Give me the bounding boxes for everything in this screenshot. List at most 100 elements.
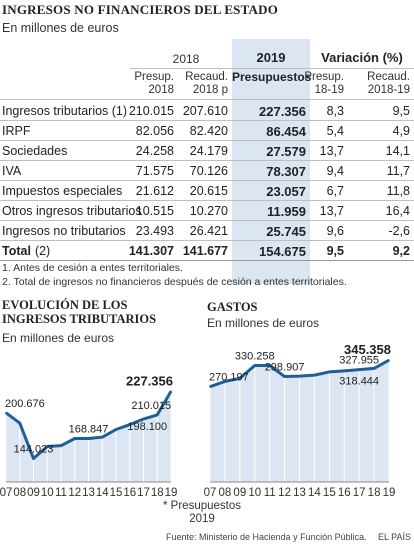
column-header-4: Presup. 18-19 [274, 71, 344, 97]
row-label-text: IRPF [2, 124, 31, 138]
row-value-col3: 78.307 [266, 164, 306, 179]
right-chart-tick-label: 19 [383, 487, 396, 499]
left-chart-data-point [101, 436, 104, 438]
left-chart-data-point [18, 422, 21, 424]
row-value-col3: 227.356 [259, 104, 306, 119]
right-chart-tick-label: 09 [233, 487, 246, 499]
column-header-4-line2: 18-19 [314, 84, 344, 96]
left-chart-tick-label: 10 [41, 487, 54, 499]
column-header-4-line1: Presup. [304, 71, 344, 83]
row-label-text: Total [2, 244, 31, 258]
table-note-1: 1. Antes de cesión a entes territoriales… [2, 262, 183, 274]
gastos-chart: 07 08 09 10 11 12 13 14 15 16 17 18 19 270.197 330.258… [204, 345, 396, 499]
row-value-col2: 70.126 [189, 164, 228, 178]
row-label-text: Impuestos especiales [2, 184, 123, 198]
column-header-3-line1: Presupuestos [232, 70, 312, 84]
left-chart-title-line1: EVOLUCIÓN DE LOS [2, 298, 128, 312]
row-value-col3: 27.579 [266, 144, 306, 159]
group-header-variacion: Variación (%) [321, 50, 403, 65]
column-header-5-line1: Recaud. [367, 71, 410, 83]
row-value-col1: 10.515 [135, 204, 174, 218]
row-value-col5: 9,5 [392, 104, 410, 118]
right-chart-data-label: 330.258 [235, 350, 275, 362]
left-chart-data-point [46, 445, 49, 448]
left-chart-area-mask [6, 376, 171, 459]
left-chart-data-point [73, 437, 76, 440]
right-chart-area-mask [210, 354, 389, 387]
left-chart-tick-label: 17 [137, 487, 150, 499]
x-axis-note-line1: * Presupuestos [163, 500, 241, 512]
total-value-col2: 141.677 [182, 244, 228, 258]
right-chart-data-point [224, 380, 226, 383]
right-chart-data-point [253, 364, 256, 367]
row-value-col1: 24.258 [135, 144, 174, 158]
left-chart-data-label: 210.015 [131, 400, 171, 412]
total-label-note: (2) [34, 244, 51, 258]
row-value-col5: -2,6 [388, 224, 410, 238]
row-divider [0, 200, 414, 201]
row-value-col5: 14,1 [385, 144, 410, 158]
right-chart-data-point [313, 374, 316, 376]
right-chart-data-label: 298.907 [265, 362, 305, 374]
total-value-col4: 9,5 [326, 244, 344, 258]
table-title: INGRESOS NO FINANCIEROS DEL ESTADO [2, 2, 279, 17]
right-chart-tick-label: 12 [278, 487, 291, 499]
left-chart-data-point [142, 418, 145, 420]
left-chart-data-point [60, 444, 62, 447]
left-chart-title-line2: INGRESOS TRIBUTARIOS [2, 312, 157, 326]
row-divider [0, 120, 414, 121]
header-divider [130, 68, 414, 69]
row-value-col1: 82.056 [135, 124, 174, 138]
left-chart-data-point [170, 390, 172, 393]
row-value-col2: 207.610 [182, 104, 228, 118]
column-header-1-line2: 2018 [148, 84, 174, 96]
row-value-col2: 24.179 [189, 144, 228, 158]
x-axis-note: * Presupuestos 2019 [146, 500, 258, 526]
row-divider [0, 240, 414, 241]
right-chart-data-point [373, 367, 375, 370]
right-chart-tick-label: 10 [248, 487, 261, 499]
right-chart-data-point [239, 377, 241, 380]
row-value-col2: 26.421 [189, 224, 228, 238]
left-chart-subtitle: En millones de euros [2, 331, 115, 345]
table-subtitle: En millones de euros [2, 21, 119, 35]
row-divider [0, 260, 414, 261]
right-chart-data-point [268, 364, 271, 367]
right-chart-data-point [298, 375, 301, 377]
column-header-5: Recaud. 2018-19 [340, 71, 410, 97]
left-chart-tick-label: 11 [55, 487, 67, 499]
right-chart-data-label: 270.197 [209, 372, 249, 384]
right-chart-tick-label: 08 [219, 487, 232, 499]
column-header-1: Presup. 2018 [104, 71, 174, 97]
row-label-text: Sociedades [2, 144, 68, 158]
column-header-2: Recaud. 2018 p [158, 71, 228, 97]
left-chart-data-point [156, 414, 159, 416]
right-chart-data-point [209, 385, 211, 388]
right-chart-data-point [358, 368, 360, 371]
row-value-col1: 71.575 [135, 164, 174, 178]
ingresos-tributarios-chart: 07 08 09 10 11 12 13 14 15 16 17 18 19 200.676 144.023… [0, 373, 177, 499]
right-chart-title: GASTOS [207, 300, 258, 314]
left-chart-data-label: 144.023 [14, 444, 54, 456]
row-value-col4: 9,4 [326, 164, 344, 178]
row-value-col3: 86.454 [266, 124, 306, 139]
row-label: Ingresos no tributarios [2, 224, 126, 238]
source-note: Fuente: Ministerio de Hacienda y Función… [166, 532, 367, 542]
group-header-2019: 2019 [256, 50, 286, 65]
right-chart-tick-label: 13 [293, 487, 306, 499]
row-value-col4: 13,7 [319, 144, 344, 158]
left-chart-data-point [32, 457, 35, 460]
row-value-col4: 5,4 [326, 124, 344, 138]
right-chart-tick-label: 18 [368, 487, 381, 499]
row-divider [0, 220, 414, 221]
row-divider [0, 140, 414, 141]
column-header-1-line1: Presup. [134, 71, 174, 83]
x-axis-note-line2: 2019 [189, 513, 215, 525]
row-value-col4: 6,7 [326, 184, 344, 198]
row-value-col4: 8,3 [326, 104, 344, 118]
right-chart-tick-label: 07 [204, 487, 217, 499]
left-chart-data-label: 198.100 [127, 421, 167, 433]
row-value-col5: 16,4 [385, 204, 410, 218]
row-label-text: Ingresos tributarios (1) [2, 104, 128, 118]
row-value-col3: 11.959 [266, 204, 306, 219]
